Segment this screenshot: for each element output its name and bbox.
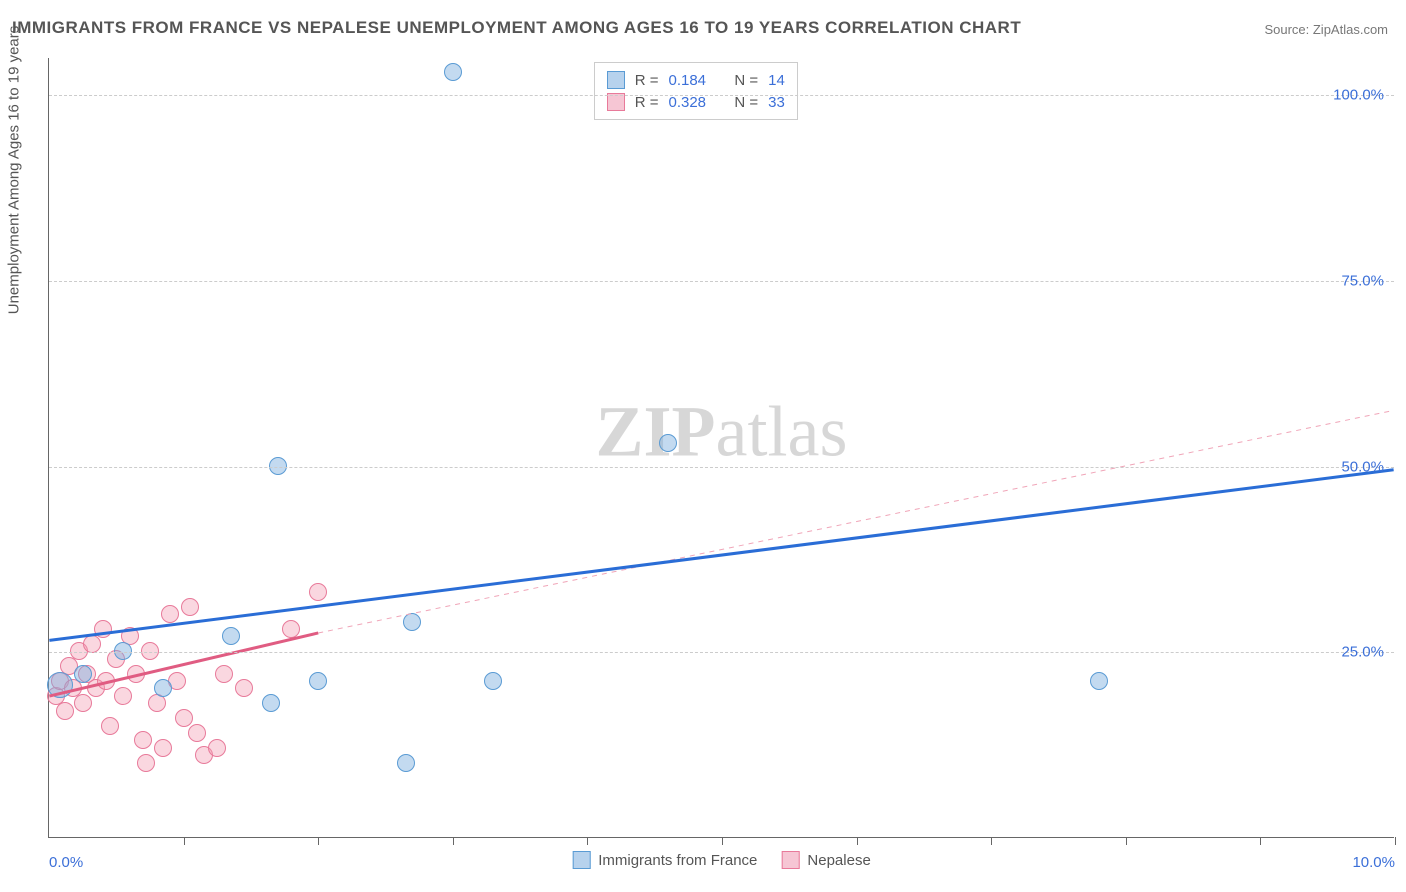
scatter-point bbox=[208, 739, 226, 757]
legend-swatch bbox=[607, 71, 625, 89]
series-legend-item-france: Immigrants from France bbox=[572, 851, 757, 869]
correlation-legend-row: R = 0.184 N = 14 bbox=[607, 69, 785, 91]
source-attribution: Source: ZipAtlas.com bbox=[1264, 22, 1388, 37]
legend-r-label: R = bbox=[635, 72, 659, 89]
watermark-bold: ZIP bbox=[596, 391, 716, 471]
scatter-point bbox=[74, 665, 92, 683]
scatter-point bbox=[175, 709, 193, 727]
scatter-point bbox=[282, 620, 300, 638]
gridline bbox=[49, 652, 1394, 653]
scatter-point bbox=[444, 63, 462, 81]
chart-title: IMMIGRANTS FROM FRANCE VS NEPALESE UNEMP… bbox=[12, 18, 1021, 38]
scatter-point bbox=[154, 679, 172, 697]
watermark-light: atlas bbox=[716, 391, 848, 471]
scatter-point bbox=[262, 694, 280, 712]
gridline bbox=[49, 467, 1394, 468]
watermark-logo: ZIPatlas bbox=[596, 390, 848, 473]
scatter-point bbox=[161, 605, 179, 623]
x-tick-label: 0.0% bbox=[49, 854, 83, 871]
scatter-point bbox=[94, 620, 112, 638]
scatter-point bbox=[181, 598, 199, 616]
x-tick bbox=[1260, 837, 1261, 845]
scatter-plot: ZIPatlas R = 0.184 N = 14R = 0.328 N = 3… bbox=[48, 58, 1394, 838]
scatter-point bbox=[397, 754, 415, 772]
y-axis-label: Unemployment Among Ages 16 to 19 years bbox=[6, 26, 23, 315]
x-tick bbox=[1395, 837, 1396, 845]
scatter-point bbox=[403, 613, 421, 631]
trend-line bbox=[49, 470, 1393, 641]
swatch-france bbox=[572, 851, 590, 869]
series-label-france: Immigrants from France bbox=[598, 852, 757, 869]
scatter-point bbox=[127, 665, 145, 683]
scatter-point bbox=[309, 583, 327, 601]
scatter-point bbox=[1090, 672, 1108, 690]
legend-r-value: 0.184 bbox=[668, 72, 706, 89]
gridline bbox=[49, 95, 1394, 96]
scatter-point bbox=[101, 717, 119, 735]
scatter-point bbox=[188, 724, 206, 742]
scatter-point bbox=[235, 679, 253, 697]
gridline bbox=[49, 281, 1394, 282]
scatter-point bbox=[114, 687, 132, 705]
correlation-legend: R = 0.184 N = 14R = 0.328 N = 33 bbox=[594, 62, 798, 120]
y-tick-label: 50.0% bbox=[1341, 458, 1384, 475]
scatter-point bbox=[215, 665, 233, 683]
scatter-point bbox=[154, 739, 172, 757]
legend-n-label: N = bbox=[734, 72, 758, 89]
series-legend-item-nepalese: Nepalese bbox=[781, 851, 870, 869]
x-tick bbox=[857, 837, 858, 845]
x-tick bbox=[318, 837, 319, 845]
x-tick-label: 10.0% bbox=[1352, 854, 1395, 871]
scatter-point bbox=[484, 672, 502, 690]
scatter-point bbox=[659, 434, 677, 452]
scatter-point bbox=[56, 702, 74, 720]
x-tick bbox=[184, 837, 185, 845]
series-legend: Immigrants from France Nepalese bbox=[572, 851, 871, 869]
x-tick bbox=[1126, 837, 1127, 845]
scatter-point bbox=[97, 672, 115, 690]
x-tick bbox=[453, 837, 454, 845]
y-tick-label: 75.0% bbox=[1341, 272, 1384, 289]
scatter-point bbox=[74, 694, 92, 712]
scatter-point bbox=[222, 627, 240, 645]
x-tick bbox=[587, 837, 588, 845]
trend-lines-layer bbox=[49, 58, 1394, 837]
scatter-point bbox=[83, 635, 101, 653]
y-tick-label: 25.0% bbox=[1341, 644, 1384, 661]
legend-n-value: 14 bbox=[768, 72, 785, 89]
y-tick-label: 100.0% bbox=[1333, 87, 1384, 104]
scatter-point bbox=[309, 672, 327, 690]
scatter-point bbox=[47, 672, 73, 698]
x-tick bbox=[722, 837, 723, 845]
trend-line bbox=[318, 410, 1393, 633]
swatch-nepalese bbox=[781, 851, 799, 869]
scatter-point bbox=[137, 754, 155, 772]
x-tick bbox=[991, 837, 992, 845]
scatter-point bbox=[134, 731, 152, 749]
series-label-nepalese: Nepalese bbox=[807, 852, 870, 869]
